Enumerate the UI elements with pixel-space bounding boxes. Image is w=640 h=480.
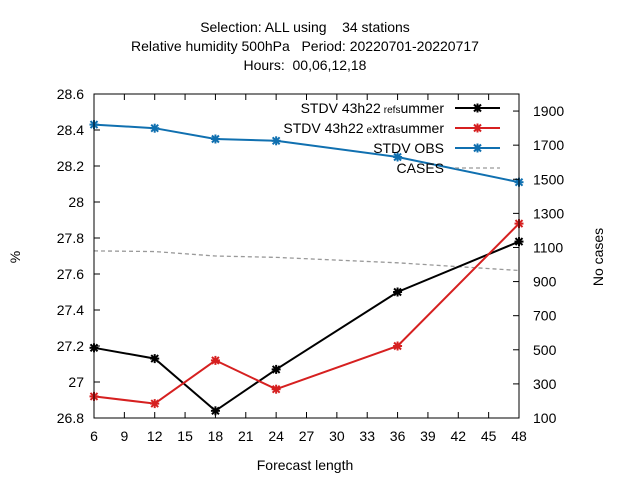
y2-axis-label: No cases bbox=[590, 228, 606, 286]
series-stdv-43h22-extra-summer bbox=[89, 219, 524, 409]
legend-sample-marker bbox=[473, 103, 482, 113]
series-stdv-43h22-ref-summer bbox=[89, 237, 524, 416]
data-point-stdv-obs-3 bbox=[271, 136, 281, 146]
x-tick-label: 48 bbox=[511, 428, 527, 444]
data-point-stdv-43h22-ref-summer-4 bbox=[393, 287, 403, 297]
y2-tick-label: 700 bbox=[533, 308, 557, 324]
data-point-stdv-43h22-extra-summer-2 bbox=[210, 355, 220, 365]
x-tick-label: 9 bbox=[120, 428, 128, 444]
data-point-stdv-43h22-extra-summer-3 bbox=[271, 384, 281, 394]
legend-label-part: e bbox=[367, 125, 373, 136]
x-tick-label: 27 bbox=[299, 428, 315, 444]
x-tick-label: 36 bbox=[390, 428, 406, 444]
data-point-stdv-43h22-extra-summer-4 bbox=[393, 341, 403, 351]
y-tick-label: 27.8 bbox=[57, 230, 84, 246]
data-point-stdv-obs-4 bbox=[393, 152, 403, 162]
legend-label-part: s bbox=[395, 125, 400, 136]
x-axis-label: Forecast length bbox=[257, 457, 354, 473]
legend-label: STDV 43h22 extrasummer bbox=[283, 120, 444, 136]
legend-label-part: STDV 43h22 bbox=[301, 100, 381, 116]
chart-title: Selection: ALL using 34 stations Relativ… bbox=[131, 19, 479, 73]
x-tick-label: 33 bbox=[359, 428, 375, 444]
legend-entry-cases: CASES bbox=[397, 160, 500, 176]
y2-tick-label: 1700 bbox=[533, 137, 564, 153]
data-point-stdv-43h22-extra-summer-1 bbox=[150, 399, 160, 409]
y-tick-label: 28.4 bbox=[57, 122, 84, 138]
x-tick-label: 6 bbox=[90, 428, 98, 444]
legend-label-part: s bbox=[395, 105, 400, 116]
legend-label-part: ref bbox=[384, 105, 396, 116]
y2-tick-label: 100 bbox=[533, 410, 557, 426]
x-tick-label: 24 bbox=[268, 428, 284, 444]
legend-sample-marker bbox=[473, 123, 482, 133]
legend-label-part: ummer bbox=[400, 100, 444, 116]
x-tick-label: 21 bbox=[238, 428, 254, 444]
legend-sample-marker bbox=[473, 143, 482, 153]
y-tick-label: 28.2 bbox=[57, 158, 84, 174]
title-line-1: Selection: ALL using 34 stations bbox=[200, 19, 410, 35]
y-tick-label: 26.8 bbox=[57, 410, 84, 426]
data-point-stdv-43h22-ref-summer-1 bbox=[150, 354, 160, 364]
series-line-stdv-obs bbox=[93, 123, 520, 184]
x-tick-label: 42 bbox=[450, 428, 466, 444]
y-tick-label: 27.2 bbox=[57, 338, 84, 354]
y2-tick-label: 300 bbox=[533, 376, 557, 392]
y2-tick-label: 500 bbox=[533, 342, 557, 358]
y2-tick-label: 1900 bbox=[533, 103, 564, 119]
y2-tick-label: 1300 bbox=[533, 205, 564, 221]
plot-frame bbox=[93, 93, 520, 419]
data-point-stdv-43h22-ref-summer-3 bbox=[271, 364, 281, 374]
title-line-3: Hours: 00,06,12,18 bbox=[244, 57, 367, 73]
title-line-2: Relative humidity 500hPa Period: 2022070… bbox=[131, 38, 479, 54]
legend-label-part: xtra bbox=[372, 120, 396, 136]
legend-label-part: STDV 43h22 bbox=[283, 120, 363, 136]
data-point-stdv-obs-1 bbox=[150, 123, 160, 133]
legend-label-part: ummer bbox=[400, 120, 444, 136]
legend-entry-stdv-obs: STDV OBS bbox=[373, 140, 500, 156]
series-cases bbox=[93, 250, 520, 272]
y-tick-label: 28 bbox=[68, 194, 84, 210]
y2-tick-label: 1100 bbox=[533, 239, 563, 255]
y2-tick-label: 1500 bbox=[533, 171, 564, 187]
y-tick-label: 27.4 bbox=[57, 302, 84, 318]
x-tick-label: 45 bbox=[481, 428, 497, 444]
y-tick-label: 28.6 bbox=[57, 86, 84, 102]
series-line-cases bbox=[93, 250, 520, 272]
legend-entry-stdv-43h22-ref-summer: STDV 43h22 refsummer bbox=[301, 100, 500, 116]
y2-tick-label: 900 bbox=[533, 274, 557, 290]
series-line-stdv-43h22-extra-summer bbox=[93, 222, 520, 405]
y-tick-label: 27.6 bbox=[57, 266, 84, 282]
x-tick-label: 30 bbox=[329, 428, 345, 444]
x-tick-label: 18 bbox=[208, 428, 224, 444]
x-tick-label: 39 bbox=[420, 428, 436, 444]
series-line-stdv-43h22-ref-summer bbox=[93, 240, 520, 413]
legend-label: CASES bbox=[397, 160, 444, 176]
x-tick-label: 15 bbox=[177, 428, 193, 444]
legend-entry-stdv-43h22-extra-summer: STDV 43h22 extrasummer bbox=[283, 120, 500, 136]
x-tick-label: 12 bbox=[147, 428, 163, 444]
y-tick-label: 27 bbox=[68, 374, 84, 390]
legend-label: STDV OBS bbox=[373, 140, 444, 156]
legend-label: STDV 43h22 refsummer bbox=[301, 100, 445, 116]
y-axis-label: % bbox=[7, 251, 23, 263]
data-point-stdv-obs-2 bbox=[210, 134, 220, 144]
